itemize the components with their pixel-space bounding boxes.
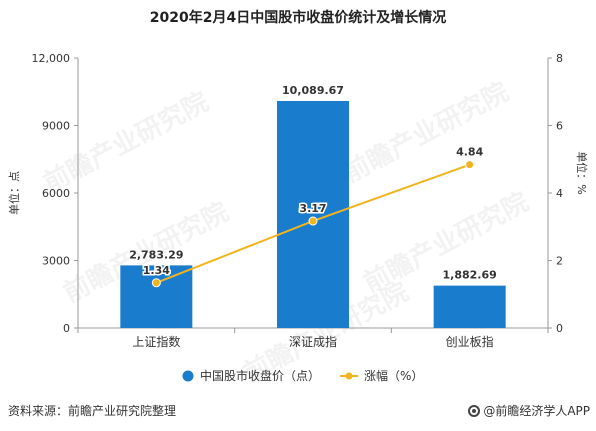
line-point-0 — [151, 278, 161, 288]
line-series — [151, 160, 475, 288]
legend-bar-marker — [182, 370, 194, 382]
line-label-0: 1.34 — [143, 264, 170, 277]
brand-text: @前瞻经济学人APP — [483, 404, 590, 418]
left-tick-label-0: 0 — [63, 322, 70, 335]
right-axis-title: 单位：% — [575, 151, 589, 194]
brand-footer: @前瞻经济学人APP — [468, 402, 590, 419]
source-note: 资料来源：前瞻产业研究院整理 — [8, 404, 177, 418]
bar-2 — [433, 285, 506, 328]
line-point-2 — [465, 160, 475, 170]
watermark-text-0: 前瞻产业研究院 — [38, 86, 213, 199]
watermark-text-2: 前瞻产业研究院 — [358, 186, 533, 299]
legend-line-label: 涨幅（%） — [364, 368, 423, 383]
x-tick-label-1: 深证成指 — [289, 334, 337, 349]
bars — [120, 100, 506, 328]
left-tick-label-3: 9000 — [42, 120, 70, 133]
chart-title: 2020年2月4日中国股市收盘价统计及增长情况 — [149, 10, 447, 26]
brand-logo-icon — [468, 404, 481, 417]
line-label-2: 4.84 — [456, 146, 483, 159]
legend-line-dot — [345, 372, 353, 380]
line-point-1 — [308, 216, 318, 226]
left-axis-title: 单位：点 — [7, 171, 21, 215]
bar-label-0: 2,783.29 — [129, 248, 183, 261]
right-tick-label-0: 0 — [556, 322, 563, 335]
right-tick-label-3: 6 — [556, 120, 563, 133]
x-tick-label-2: 创业板指 — [446, 334, 494, 349]
watermark-text-1: 前瞻产业研究院 — [338, 76, 513, 189]
left-tick-label-1: 3000 — [42, 255, 70, 268]
left-tick-label-4: 12,000 — [32, 52, 71, 65]
bar-label-2: 1,882.69 — [443, 269, 497, 282]
left-tick-label-2: 6000 — [42, 187, 70, 200]
right-tick-label-4: 8 — [556, 52, 563, 65]
axes: 0 3000 6000 9000 12,000 0 2 4 6 8 上证指数 深证成指 创业板指 单位：点… — [7, 52, 589, 349]
legend: 中国股市收盘价（点） 涨幅（%） — [182, 368, 423, 383]
bar-1 — [277, 100, 349, 328]
bar-0 — [120, 265, 193, 328]
legend-bar-label: 中国股市收盘价（点） — [200, 368, 320, 383]
data-labels: 2,783.29 10,089.67 1,882.69 1.34 3.17 4.84 — [129, 84, 497, 282]
x-tick-label-0: 上证指数 — [132, 334, 180, 349]
right-tick-label-1: 2 — [556, 255, 563, 268]
line-label-1: 3.17 — [299, 202, 326, 215]
right-tick-label-2: 4 — [556, 187, 563, 200]
bar-label-1: 10,089.67 — [282, 84, 344, 97]
